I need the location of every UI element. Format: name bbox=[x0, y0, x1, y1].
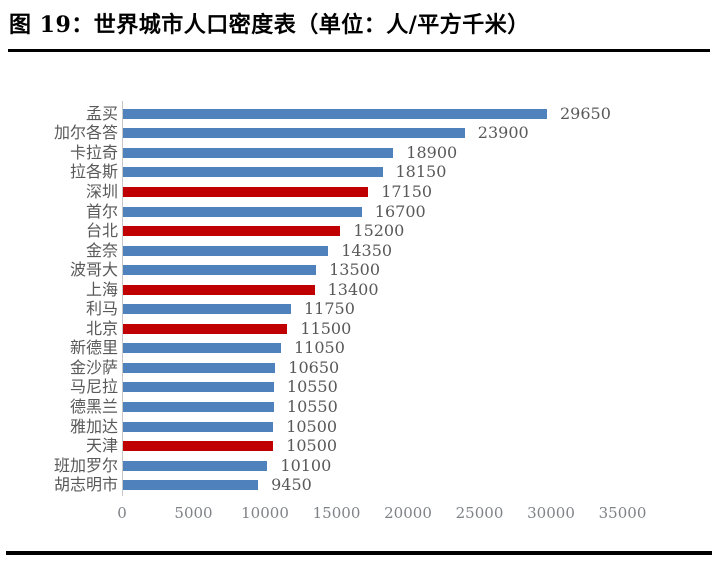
bar-highlighted bbox=[123, 226, 341, 237]
bar-row: 孟买 29650 bbox=[0, 104, 718, 124]
x-tick-label: 25000 bbox=[455, 504, 504, 522]
bar-row: 上海 13400 bbox=[0, 280, 718, 300]
bar bbox=[123, 245, 329, 256]
category-label: 深圳 bbox=[85, 181, 118, 201]
bar-row: 北京 11500 bbox=[0, 319, 718, 339]
value-label: 11750 bbox=[304, 299, 355, 319]
value-label: 17150 bbox=[381, 181, 433, 201]
bar-row: 德黑兰 10550 bbox=[0, 397, 718, 417]
category-label: 新德里 bbox=[69, 338, 118, 358]
category-label: 卡拉奇 bbox=[69, 142, 118, 162]
value-label: 18900 bbox=[406, 142, 458, 162]
bar-row: 雅加达 10500 bbox=[0, 417, 718, 437]
category-label: 马尼拉 bbox=[69, 377, 118, 397]
bar-row: 天津 10500 bbox=[0, 436, 718, 456]
x-tick-label: 35000 bbox=[598, 504, 647, 522]
bottom-divider bbox=[6, 551, 712, 555]
category-label: 金奈 bbox=[85, 240, 118, 260]
x-tick-label: 0 bbox=[117, 504, 127, 522]
value-label: 10550 bbox=[286, 396, 338, 416]
category-label: 德黑兰 bbox=[69, 396, 118, 416]
value-label: 10500 bbox=[286, 436, 338, 456]
value-label: 11050 bbox=[294, 338, 345, 358]
bar-highlighted bbox=[123, 284, 315, 295]
value-label: 10100 bbox=[280, 455, 332, 475]
bar bbox=[123, 206, 362, 217]
bar bbox=[123, 343, 281, 354]
value-label: 10500 bbox=[286, 416, 338, 436]
category-label: 首尔 bbox=[85, 201, 118, 221]
x-tick-label: 20000 bbox=[384, 504, 432, 522]
y-axis-line bbox=[122, 101, 123, 496]
value-label: 23900 bbox=[477, 123, 529, 143]
bar-row: 马尼拉 10550 bbox=[0, 378, 718, 398]
bar-highlighted bbox=[123, 441, 274, 452]
bar bbox=[123, 304, 291, 315]
bar-row: 台北 15200 bbox=[0, 221, 718, 241]
bar-row: 胡志明市 9450 bbox=[0, 475, 718, 495]
category-label: 加尔各答 bbox=[53, 123, 118, 143]
bar bbox=[123, 167, 383, 178]
bar bbox=[123, 128, 465, 139]
category-label: 台北 bbox=[85, 221, 118, 241]
bar bbox=[123, 401, 274, 412]
bar-row: 波哥大 13500 bbox=[0, 260, 718, 280]
bar bbox=[123, 265, 317, 276]
bar-highlighted bbox=[123, 186, 369, 197]
bar bbox=[123, 382, 274, 393]
bar-highlighted bbox=[123, 323, 288, 334]
category-label: 上海 bbox=[85, 279, 118, 299]
value-label: 9450 bbox=[271, 475, 312, 495]
bar bbox=[123, 362, 276, 373]
value-label: 18150 bbox=[395, 162, 447, 182]
value-label: 14350 bbox=[341, 240, 393, 260]
bar-row: 卡拉奇 18900 bbox=[0, 143, 718, 163]
category-label: 金沙萨 bbox=[69, 357, 118, 377]
bar-row: 新德里 11050 bbox=[0, 339, 718, 359]
value-label: 11500 bbox=[300, 318, 352, 338]
x-tick-label: 5000 bbox=[174, 504, 213, 522]
x-tick-label: 10000 bbox=[241, 504, 289, 522]
x-tick-label: 15000 bbox=[312, 504, 361, 522]
bar bbox=[123, 421, 274, 432]
category-label: 班加罗尔 bbox=[53, 455, 118, 475]
value-label: 10550 bbox=[286, 377, 338, 397]
value-label: 13500 bbox=[329, 260, 380, 280]
bar bbox=[123, 460, 268, 471]
bar-row: 加尔各答 23900 bbox=[0, 124, 718, 144]
bar-row: 首尔 16700 bbox=[0, 202, 718, 222]
category-label: 北京 bbox=[85, 318, 118, 338]
figure-title: 图 19：世界城市人口密度表（单位：人/平方千米） bbox=[9, 12, 530, 38]
value-label: 16700 bbox=[374, 201, 426, 221]
bar-row: 利马 11750 bbox=[0, 299, 718, 319]
bar-row: 深圳 17150 bbox=[0, 182, 718, 202]
value-label: 15200 bbox=[353, 221, 405, 241]
value-label: 29650 bbox=[560, 103, 611, 123]
category-label: 胡志明市 bbox=[53, 475, 118, 495]
bar bbox=[123, 108, 547, 119]
category-label: 波哥大 bbox=[69, 260, 118, 280]
category-label: 拉各斯 bbox=[69, 162, 118, 182]
bar bbox=[123, 147, 394, 158]
category-label: 天津 bbox=[85, 436, 118, 456]
title-divider bbox=[8, 49, 710, 52]
category-label: 孟买 bbox=[85, 103, 118, 123]
bar-row: 金奈 14350 bbox=[0, 241, 718, 261]
bar-row: 拉各斯 18150 bbox=[0, 163, 718, 183]
bar-row: 班加罗尔 10100 bbox=[0, 456, 718, 476]
value-label: 13400 bbox=[327, 279, 379, 299]
bar bbox=[123, 480, 259, 491]
category-label: 雅加达 bbox=[69, 416, 118, 436]
bar-row: 金沙萨 10650 bbox=[0, 358, 718, 378]
x-tick-label: 30000 bbox=[527, 504, 575, 522]
chart-rows: 孟买 29650 加尔各答 23900 卡拉奇 18900 拉各斯 18150 深圳 17150 首… bbox=[0, 104, 718, 495]
category-label: 利马 bbox=[85, 299, 118, 319]
value-label: 10650 bbox=[288, 357, 340, 377]
